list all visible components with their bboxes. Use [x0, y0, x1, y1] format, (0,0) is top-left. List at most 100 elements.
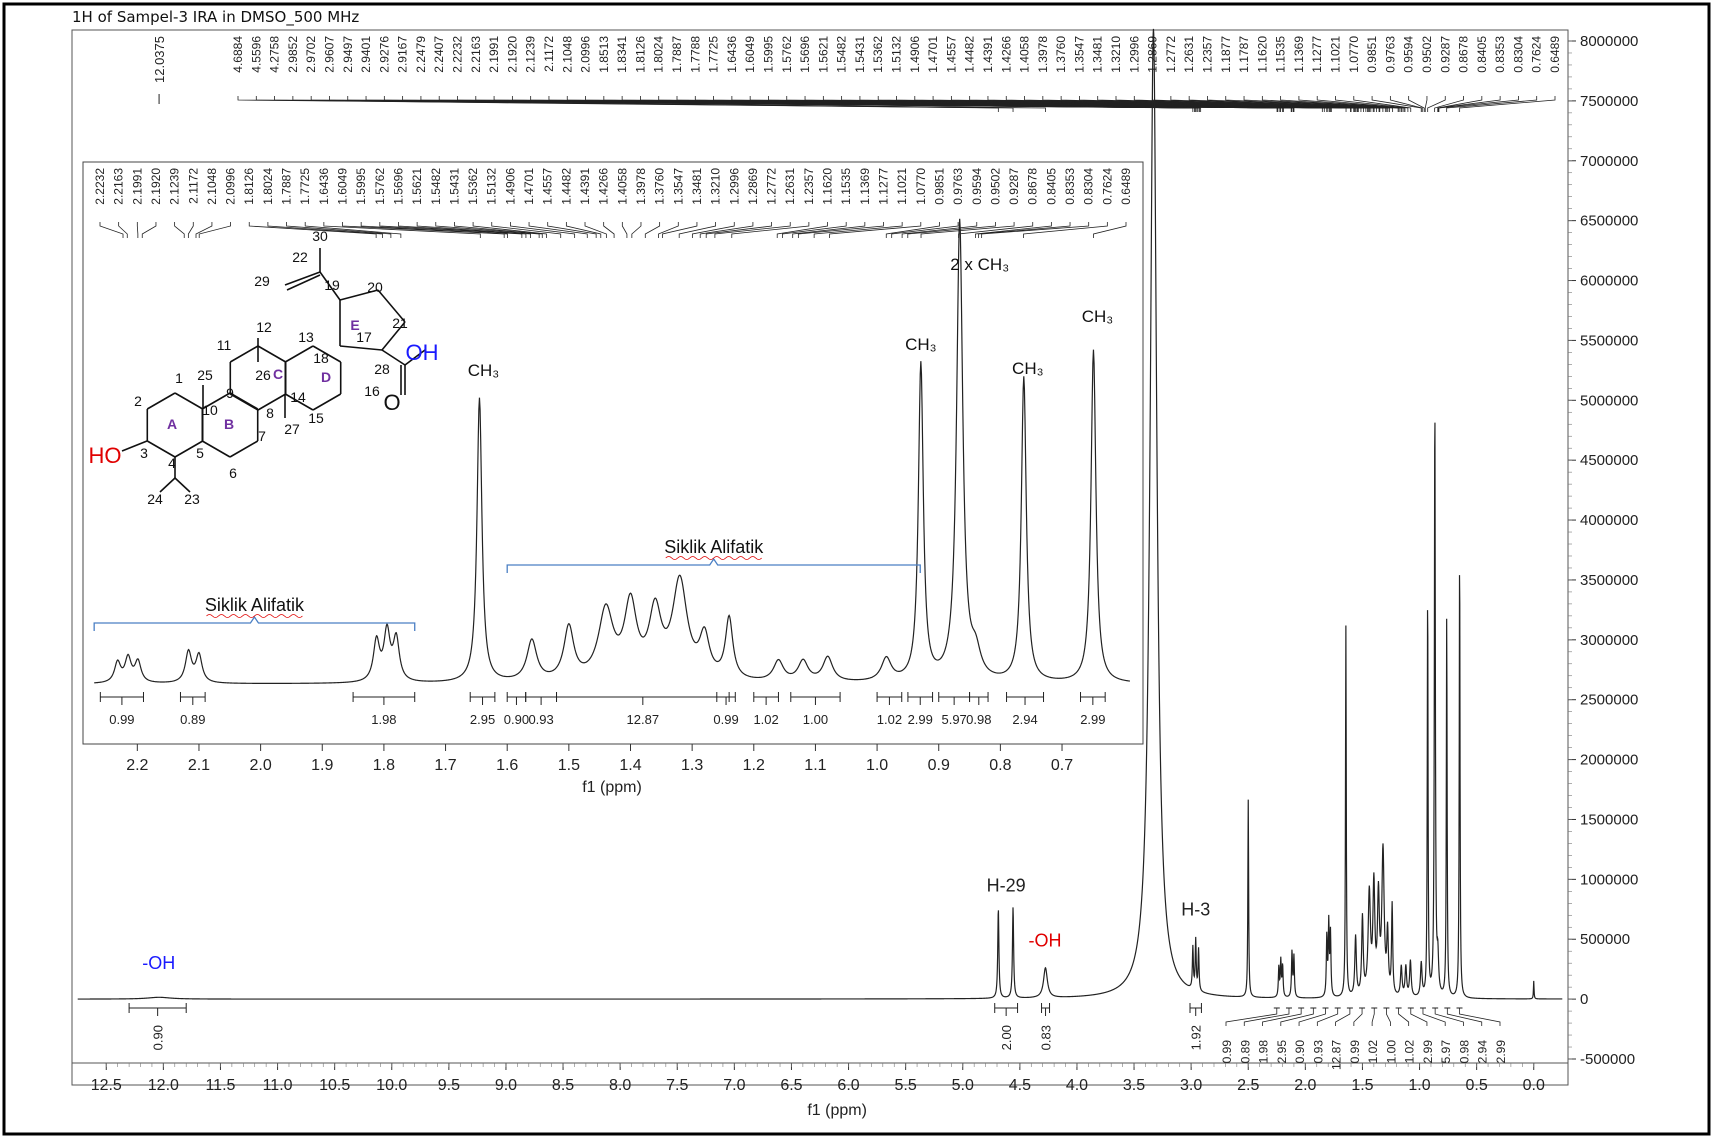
x-axis: 12.5 12.0 11.5 11.0 10.5 10.0 9.5 9.0 8.5 8.0 7.5 7…	[72, 1062, 1568, 1119]
structure-label: 1	[175, 370, 183, 386]
peak-label: 0.9287	[1438, 36, 1452, 73]
inset-peak-label: 1.3481	[690, 168, 704, 205]
peak-label: 1.8341	[615, 36, 629, 73]
structure-label: O	[383, 390, 400, 415]
peak-label: 2.2407	[432, 36, 446, 73]
peak-label-group: 12.0375 4.6884 4.5596 4.2758 2.9852 2.9702 2.9…	[152, 36, 1562, 112]
structure-label: D	[321, 369, 331, 385]
inset-peak-label: 1.5696	[391, 168, 405, 205]
integral-leader	[1353, 1008, 1363, 1026]
peak-label: 0.9851	[1365, 36, 1379, 73]
integral-label: 2.99	[1080, 712, 1105, 727]
peak-label: 4.5596	[249, 36, 263, 73]
peak-label-leader	[1280, 96, 1403, 112]
structure-label: 29	[254, 273, 270, 289]
structure-label: B	[224, 416, 234, 432]
inset-peak-leader	[907, 222, 996, 238]
inset-annotation: CH₃	[1082, 307, 1113, 326]
inset-spectrum	[94, 218, 1130, 684]
integral-leader	[1459, 1008, 1501, 1026]
inset-peak-leader	[901, 222, 978, 238]
inset-peak-label: 2.1048	[205, 168, 219, 205]
annotations: -OH H-29 -OH H-3	[142, 875, 1210, 973]
inset-peak-leader	[891, 222, 959, 238]
inset-annotation: CH₃	[1012, 359, 1043, 378]
spectrum	[77, 28, 1563, 1000]
inset-peak-labels: 2.2232 2.2163 2.1991 2.1920 2.1239 2.1172 2.10…	[93, 168, 1133, 238]
peak-label: 2.9276	[377, 36, 391, 73]
peak-label: 2.1172	[542, 36, 556, 72]
peak-label: 1.4266	[999, 36, 1013, 73]
inset-peak-label: 2.2232	[93, 168, 107, 205]
peak-label: 1.4058	[1018, 36, 1032, 73]
peak-label: 1.2631	[1182, 36, 1196, 73]
y-tick-label: 1000000	[1580, 871, 1638, 888]
integral-leader	[1422, 1008, 1446, 1026]
bracket	[93, 615, 416, 631]
peak-label-leader	[402, 96, 1202, 112]
peak-label: 1.7788	[688, 36, 702, 73]
inset-peak-leader	[978, 222, 1071, 238]
inset-peak-leader	[304, 222, 402, 238]
integral-leader	[1225, 1008, 1278, 1026]
peak-label: 1.1877	[1219, 36, 1233, 73]
integral-leader	[1262, 1008, 1302, 1026]
integral-label: 0.98	[966, 712, 991, 727]
bond	[319, 271, 341, 301]
inset-border	[82, 161, 1144, 745]
peak-label: 2.1239	[524, 36, 538, 73]
x-tick-label: 12.0	[148, 1077, 179, 1094]
peak-label: 1.1787	[1237, 36, 1251, 73]
inset-peak-label: 1.3547	[671, 168, 685, 205]
inset-x-tick-label: 1.9	[311, 757, 333, 774]
y-tick-label: 2000000	[1580, 752, 1638, 769]
integral-label: 0.90	[151, 1025, 166, 1050]
inset-peak-label: 2.1172	[186, 168, 200, 204]
peak-label: 1.6049	[743, 36, 757, 73]
inset-peak-leader	[1023, 222, 1108, 238]
integral-label: 0.99	[109, 712, 134, 727]
structure-label: 17	[356, 329, 372, 345]
x-tick-label: 8.0	[609, 1077, 631, 1094]
y-tick-label: 3500000	[1580, 572, 1638, 589]
inset-x-axis: 2.2 2.1 2.0 1.9 1.8 1.7 1.6 1.5 1.4 1.3 1.2 1.1 1.0 0…	[88, 743, 1136, 796]
peak-label: 2.9852	[286, 36, 300, 73]
integral-label: 0.83	[1039, 1025, 1054, 1050]
integral-leader	[1335, 1008, 1351, 1026]
inset-peak-leader	[286, 222, 392, 238]
peak-label-leader	[1389, 96, 1423, 112]
inset-annotation: CH₃	[905, 335, 936, 354]
inset-x-tick-label: 2.0	[249, 757, 271, 774]
inset-chart: 2.2232 2.2163 2.1991 2.1920 2.1239 2.1172 2.10…	[82, 161, 1144, 796]
integral-leader	[1386, 1008, 1391, 1026]
bond	[146, 392, 176, 410]
peak-label: 2.9401	[359, 36, 373, 73]
peak-label: 2.2232	[451, 36, 465, 73]
peak-annotation: H-29	[987, 875, 1026, 895]
inset-peak-label: 2.1239	[168, 168, 182, 205]
peak-label: 0.8304	[1511, 36, 1525, 73]
y-tick-label: 5000000	[1580, 392, 1638, 409]
peak-label: 0.9594	[1402, 36, 1416, 73]
peak-label: 0.8353	[1493, 36, 1507, 73]
x-tick-label: 1.0	[1408, 1077, 1430, 1094]
structure-label: 10	[202, 402, 218, 418]
inset-peak-label: 1.5995	[354, 168, 368, 205]
integral-label: 5.97	[941, 712, 966, 727]
peak-label: 1.4557	[944, 36, 958, 73]
y-tick-label: 3000000	[1580, 632, 1638, 649]
peak-label-leader	[1335, 96, 1409, 112]
x-tick-label: 11.5	[205, 1077, 235, 1094]
peak-label: 1.5995	[761, 36, 775, 73]
peak-label: 1.5431	[853, 36, 867, 73]
x-axis-label: f1 (ppm)	[807, 1102, 867, 1119]
inset-x-tick-label: 1.4	[619, 757, 641, 774]
inset-peak-leader	[198, 222, 231, 238]
inset-peak-label: 1.4557	[541, 168, 555, 205]
peak-label-leader	[1408, 96, 1425, 112]
peak-label: 0.8678	[1457, 36, 1471, 73]
bond	[339, 345, 383, 351]
inset-x-tick-label: 2.2	[126, 757, 148, 774]
